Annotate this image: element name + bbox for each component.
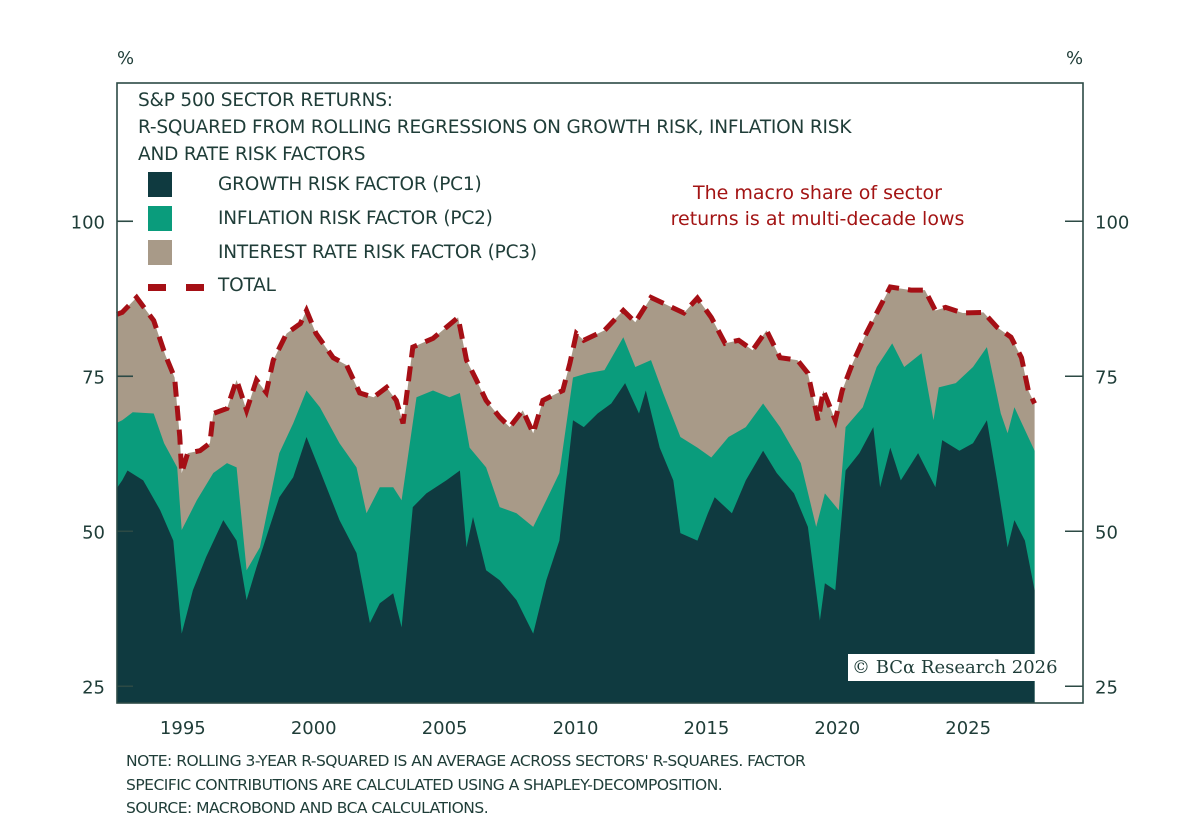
y-tick-label-right: 25 bbox=[1095, 677, 1118, 698]
y-axis-unit-right: % bbox=[1066, 48, 1084, 69]
y-tick-label-left: 25 bbox=[82, 677, 105, 698]
legend-dash-total-2 bbox=[186, 284, 204, 291]
y-tick-label-right: 50 bbox=[1095, 522, 1118, 543]
y-tick-label-left: 50 bbox=[82, 522, 105, 543]
note-line-1: NOTE: ROLLING 3-YEAR R-SQUARED IS AN AVE… bbox=[126, 752, 806, 770]
y-tick-label-left: 75 bbox=[82, 367, 105, 388]
legend-swatch-rate bbox=[148, 240, 172, 265]
legend-label-growth: GROWTH RISK FACTOR (PC1) bbox=[218, 174, 482, 195]
legend-label-total: TOTAL bbox=[218, 275, 276, 296]
y-tick-label-right: 100 bbox=[1095, 212, 1129, 233]
x-tick-label: 2025 bbox=[945, 718, 991, 739]
y-tick-label-left: 100 bbox=[71, 212, 105, 233]
x-axis-ticks: 1995 2000 2005 2010 2015 2020 2025 bbox=[160, 718, 991, 739]
copyright-label: © BCα Research 2026 bbox=[848, 654, 1060, 681]
note-line-2: SPECIFIC CONTRIBUTIONS ARE CALCULATED US… bbox=[126, 776, 723, 794]
source-line: SOURCE: MACROBOND AND BCA CALCULATIONS. bbox=[126, 799, 489, 817]
annotation-line-1: The macro share of sector bbox=[692, 182, 942, 204]
plot-frame bbox=[116, 82, 1084, 704]
y-axis-unit-left: % bbox=[117, 48, 135, 69]
x-tick-label: 2020 bbox=[814, 718, 860, 739]
legend-dash-total bbox=[148, 284, 166, 291]
x-tick-label: 2000 bbox=[291, 718, 337, 739]
y-tick-label-right: 75 bbox=[1095, 367, 1118, 388]
annotation-line-2: returns is at multi-decade lows bbox=[670, 208, 965, 230]
stacked-areas bbox=[117, 287, 1035, 703]
y-axis-ticks: 25 25 50 50 75 75 100 100 bbox=[71, 212, 1130, 698]
x-tick-label: 2005 bbox=[422, 718, 468, 739]
x-tick-label: 2010 bbox=[553, 718, 599, 739]
legend-label-rate: INTEREST RATE RISK FACTOR (PC3) bbox=[218, 242, 537, 263]
area-growth-factor bbox=[117, 383, 1035, 703]
legend-swatch-inflation bbox=[148, 206, 172, 231]
chart-title-line-1: S&P 500 SECTOR RETURNS: bbox=[138, 90, 393, 111]
x-tick-label: 2015 bbox=[684, 718, 730, 739]
legend-label-inflation: INFLATION RISK FACTOR (PC2) bbox=[218, 208, 493, 229]
x-tick-label: 1995 bbox=[160, 718, 206, 739]
chart-title-line-3: AND RATE RISK FACTORS bbox=[138, 144, 366, 165]
annotation: The macro share of sector returns is at … bbox=[620, 180, 1015, 232]
legend-swatch-growth bbox=[148, 172, 172, 197]
total-dashed-line bbox=[116, 284, 1037, 474]
chart-title-line-2: R-SQUARED FROM ROLLING REGRESSIONS ON GR… bbox=[138, 117, 852, 138]
